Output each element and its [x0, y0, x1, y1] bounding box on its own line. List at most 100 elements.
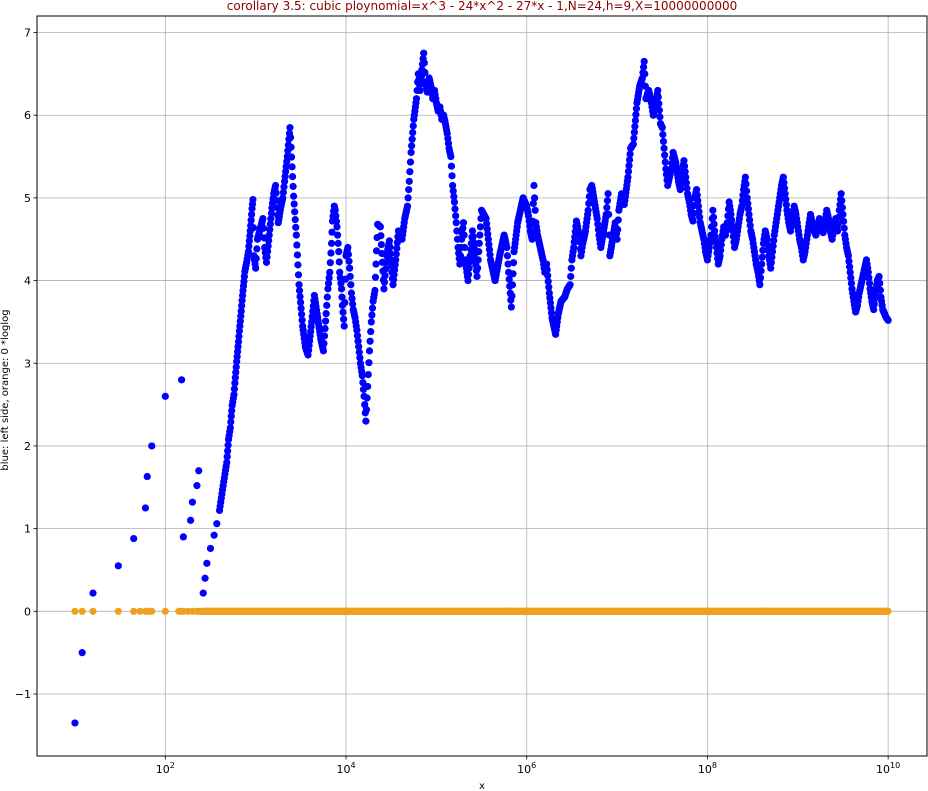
- blue-point: [475, 239, 483, 247]
- blue-point: [264, 242, 272, 250]
- blue-point: [567, 264, 575, 272]
- blue-point: [837, 190, 845, 198]
- blue-point: [677, 175, 686, 183]
- orange-point: [89, 607, 97, 615]
- blue-point: [842, 239, 850, 247]
- blue-point: [728, 221, 736, 230]
- blue-point: [466, 258, 474, 266]
- blue-point: [529, 199, 537, 208]
- blue-point: [362, 405, 371, 414]
- blue-point: [603, 203, 611, 212]
- blue-point: [224, 441, 232, 449]
- blue-point: [695, 208, 703, 216]
- blue-point: [800, 250, 809, 258]
- blue-point: [321, 324, 329, 333]
- blue-point: [449, 187, 457, 195]
- blue-point: [406, 168, 414, 176]
- blue-point: [535, 237, 543, 245]
- blue-point: [293, 241, 301, 249]
- blue-point: [746, 216, 754, 224]
- blue-point: [393, 244, 401, 252]
- blue-point: [632, 111, 640, 119]
- blue-point: [590, 195, 598, 203]
- blue-point: [432, 95, 440, 103]
- blue-point: [328, 228, 336, 236]
- blue-point: [737, 205, 745, 213]
- blue-point: [709, 206, 717, 214]
- blue-point: [847, 279, 856, 287]
- blue-point: [504, 260, 512, 268]
- blue-point: [508, 292, 516, 300]
- blue-point: [639, 63, 648, 71]
- blue-point: [871, 294, 879, 303]
- blue-point: [421, 68, 429, 77]
- x-tick-label: 106: [517, 761, 536, 776]
- orange-point: [161, 607, 169, 615]
- blue-point: [655, 100, 663, 108]
- blue-point: [752, 256, 760, 264]
- blue-point: [362, 417, 370, 425]
- blue-point: [659, 130, 667, 139]
- blue-point: [247, 216, 255, 224]
- blue-point: [231, 374, 239, 382]
- blue-point: [530, 194, 539, 202]
- blue-point: [235, 332, 243, 340]
- blue-point: [507, 303, 515, 311]
- blue-point: [293, 251, 302, 259]
- blue-point: [654, 93, 662, 101]
- blue-point: [239, 282, 248, 290]
- blue-point: [335, 248, 343, 256]
- blue-point: [325, 274, 333, 282]
- blue-point: [604, 190, 612, 198]
- blue-point: [864, 264, 872, 272]
- blue-point: [744, 205, 752, 213]
- blue-point: [883, 315, 892, 324]
- y-tick-label: 2: [24, 440, 31, 453]
- blue-point: [858, 275, 866, 283]
- blue-point: [460, 231, 468, 239]
- blue-point: [742, 187, 751, 195]
- blue-point: [495, 255, 503, 263]
- blue-point: [677, 180, 685, 188]
- blue-point: [201, 574, 209, 582]
- blue-point: [409, 128, 417, 137]
- blue-point: [368, 304, 377, 312]
- blue-point: [354, 337, 362, 345]
- blue-point: [840, 224, 848, 232]
- blue-point: [685, 195, 693, 203]
- blue-point: [788, 219, 796, 227]
- blue-point: [641, 70, 649, 78]
- blue-point: [697, 224, 706, 232]
- blue-point: [294, 261, 302, 269]
- blue-point: [287, 143, 295, 151]
- blue-point: [236, 322, 244, 330]
- blue-point: [782, 201, 790, 209]
- blue-point: [680, 162, 689, 170]
- blue-point: [469, 233, 477, 241]
- blue-point: [335, 258, 343, 266]
- blue-point: [247, 210, 256, 219]
- blue-point: [326, 259, 334, 267]
- blue-point: [681, 168, 689, 176]
- blue-point: [346, 272, 354, 281]
- blue-point: [631, 122, 639, 131]
- blue-point: [745, 210, 753, 219]
- blue-point: [246, 232, 254, 240]
- blue-point: [614, 225, 622, 234]
- blue-point: [513, 223, 521, 231]
- blue-point: [224, 447, 232, 455]
- blue-point: [795, 231, 803, 239]
- blue-point: [326, 268, 334, 276]
- blue-point: [324, 279, 333, 287]
- blue-point: [292, 231, 300, 239]
- blue-point: [210, 531, 218, 539]
- blue-point: [780, 184, 789, 192]
- blue-point: [536, 245, 545, 253]
- blue-point: [849, 293, 857, 301]
- blue-point: [569, 248, 577, 256]
- blue-point: [567, 272, 575, 281]
- blue-point: [352, 322, 360, 330]
- blue-point: [767, 259, 775, 267]
- blue-point: [371, 273, 380, 281]
- blue-point: [406, 158, 415, 166]
